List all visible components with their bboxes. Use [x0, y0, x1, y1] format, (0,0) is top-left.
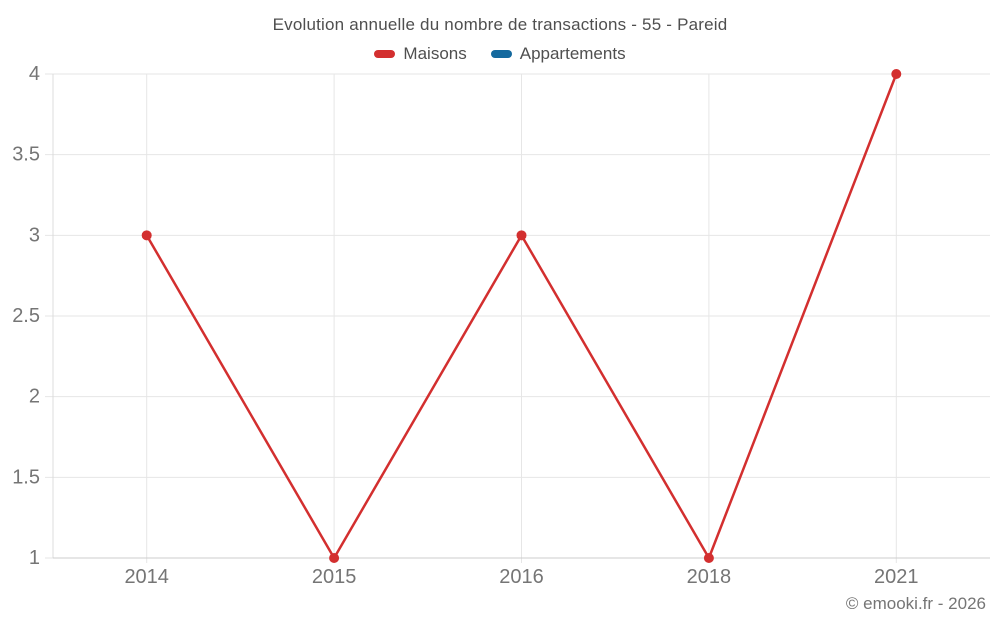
data-point-maisons[interactable] [516, 230, 527, 241]
x-axis-tick-label: 2015 [312, 566, 357, 588]
x-axis-tick-label: 2014 [124, 566, 169, 588]
legend: Maisons Appartements [0, 44, 1000, 64]
y-axis-tick-label: 2 [29, 386, 40, 408]
legend-item-maisons[interactable]: Maisons [374, 44, 467, 64]
data-point-maisons[interactable] [329, 553, 340, 563]
y-axis-tick-label: 2.5 [12, 305, 40, 327]
data-point-maisons[interactable] [891, 69, 902, 79]
legend-label-appartements: Appartements [519, 44, 626, 63]
data-point-maisons[interactable] [703, 553, 714, 563]
y-axis-tick-label: 3.5 [12, 144, 40, 166]
y-axis-tick-label: 4 [29, 63, 40, 85]
x-axis-tick-label: 2018 [687, 566, 732, 588]
maisons-swatch-icon [374, 50, 396, 58]
y-axis-tick-label: 1.5 [12, 466, 40, 488]
x-axis-tick-label: 2016 [499, 566, 544, 588]
legend-label-maisons: Maisons [403, 44, 467, 63]
legend-item-appartements[interactable]: Appartements [490, 44, 626, 64]
y-axis-tick-label: 3 [29, 224, 40, 246]
chart-title: Evolution annuelle du nombre de transact… [272, 15, 728, 34]
appartements-swatch-icon [490, 50, 512, 58]
data-point-maisons[interactable] [141, 230, 152, 241]
x-axis-tick-label: 2021 [874, 566, 919, 588]
y-axis-tick-label: 1 [29, 547, 40, 569]
copyright-text: © emooki.fr - 2026 [845, 594, 986, 613]
